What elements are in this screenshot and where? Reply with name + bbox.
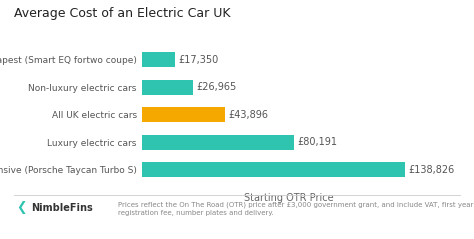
Bar [142, 107, 226, 122]
Text: ❮: ❮ [17, 201, 27, 214]
Bar [142, 162, 405, 177]
Bar [142, 80, 193, 95]
Text: £26,965: £26,965 [197, 82, 237, 92]
Text: NimbleFins: NimbleFins [31, 203, 92, 213]
Bar [142, 135, 294, 150]
Bar [142, 52, 175, 67]
Text: £17,350: £17,350 [179, 54, 219, 65]
X-axis label: Starting OTR Price: Starting OTR Price [244, 193, 334, 203]
Text: £138,826: £138,826 [409, 165, 455, 175]
Text: Average Cost of an Electric Car UK: Average Cost of an Electric Car UK [14, 7, 231, 20]
Text: £43,896: £43,896 [229, 110, 269, 120]
Text: £80,191: £80,191 [298, 137, 337, 147]
Text: Prices reflect the On The Road (OTR) price after £3,000 government grant, and in: Prices reflect the On The Road (OTR) pri… [118, 202, 474, 217]
